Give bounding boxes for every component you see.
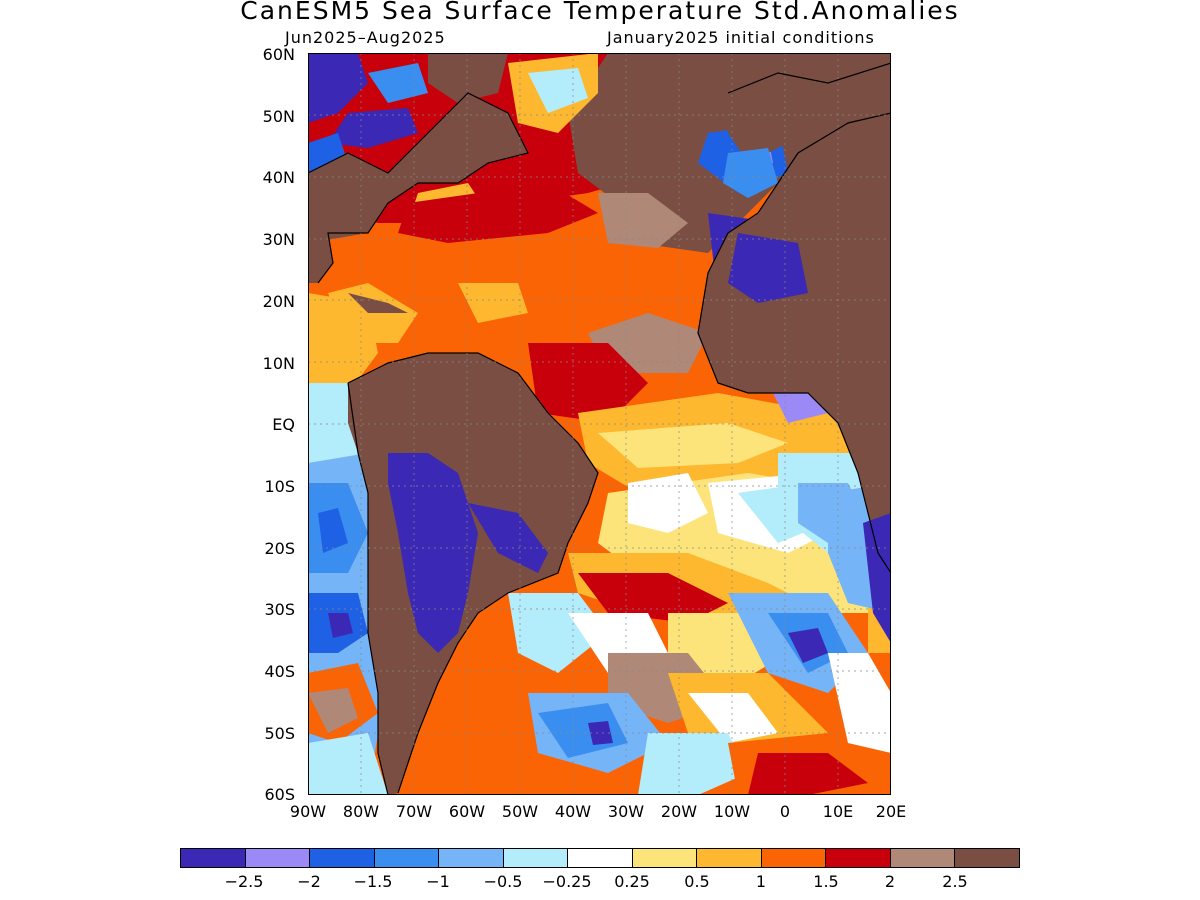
color-bar-swatch (632, 849, 698, 867)
lat-label: 30N (262, 230, 295, 249)
lat-label: 40S (264, 662, 295, 681)
color-bar-tick-label: −1 (426, 872, 450, 891)
land-masses (308, 53, 891, 795)
color-bar-tick-label: 0.5 (684, 872, 710, 891)
color-bar-swatch (181, 849, 246, 867)
color-bar-swatch (890, 849, 956, 867)
color-bar-tick-label: 1.5 (813, 872, 839, 891)
color-bar-swatch (310, 849, 375, 867)
color-bar (180, 848, 1020, 868)
lon-label: 10E (822, 802, 854, 821)
color-bar-swatch (761, 849, 827, 867)
color-bar-tick-label: 2 (884, 872, 896, 891)
color-bar-swatch (503, 849, 569, 867)
lat-label: 50S (264, 724, 295, 743)
lat-label: 20S (264, 539, 295, 558)
initial-conditions: January2025 initial conditions (607, 28, 875, 47)
map-title: CanESM5 Sea Surface Temperature Std.Anom… (240, 0, 960, 25)
africa-land (698, 113, 891, 573)
color-bar-tick-label: 1 (755, 872, 767, 891)
color-bar-swatch (439, 849, 504, 867)
lon-label: 10W (713, 802, 751, 821)
lon-label: 70W (395, 802, 433, 821)
color-bar-tick-label: −1.5 (353, 872, 393, 891)
color-bar-tick-label: −2.5 (224, 872, 264, 891)
lat-label: 60N (262, 45, 295, 64)
lon-label: 80W (342, 802, 380, 821)
lat-label: 40N (262, 168, 295, 187)
europe-land (728, 63, 891, 163)
lon-label: 20E (875, 802, 907, 821)
color-bar-swatch (374, 849, 440, 867)
north-america-land (308, 93, 528, 243)
south-atlantic-anomalies (508, 393, 891, 795)
color-bar-swatch (245, 849, 311, 867)
lon-label: 90W (289, 802, 327, 821)
coastlines (308, 62, 891, 795)
map-frame (308, 53, 891, 795)
lat-label: 20N (262, 292, 295, 311)
color-bar-tick-label: −2 (297, 872, 321, 891)
lat-label: 10N (262, 354, 295, 373)
lat-label: 30S (264, 600, 295, 619)
lon-label: 20W (660, 802, 698, 821)
graticule (308, 53, 891, 795)
color-bar-tick-label: −0.25 (542, 872, 592, 891)
color-bar-tick-label: 0.25 (614, 872, 650, 891)
lon-label: 60W (448, 802, 486, 821)
color-bar-tick-label: 2.5 (942, 872, 968, 891)
lon-label: 30W (607, 802, 645, 821)
color-bar-swatch (955, 849, 1019, 867)
lat-label: EQ (272, 415, 295, 434)
color-bar-swatch (568, 849, 633, 867)
sst-anomaly-map (308, 53, 891, 795)
lon-label: 40W (554, 802, 592, 821)
forecast-period: Jun2025–Aug2025 (285, 28, 446, 47)
color-bar-swatch (826, 849, 891, 867)
color-bar-swatch (697, 849, 762, 867)
lon-label: 50W (501, 802, 539, 821)
lat-label: 50N (262, 107, 295, 126)
lat-label: 10S (264, 477, 295, 496)
lon-label: 0 (779, 802, 791, 821)
color-bar-tick-label: −0.5 (483, 872, 523, 891)
lat-label: 60S (264, 785, 295, 804)
